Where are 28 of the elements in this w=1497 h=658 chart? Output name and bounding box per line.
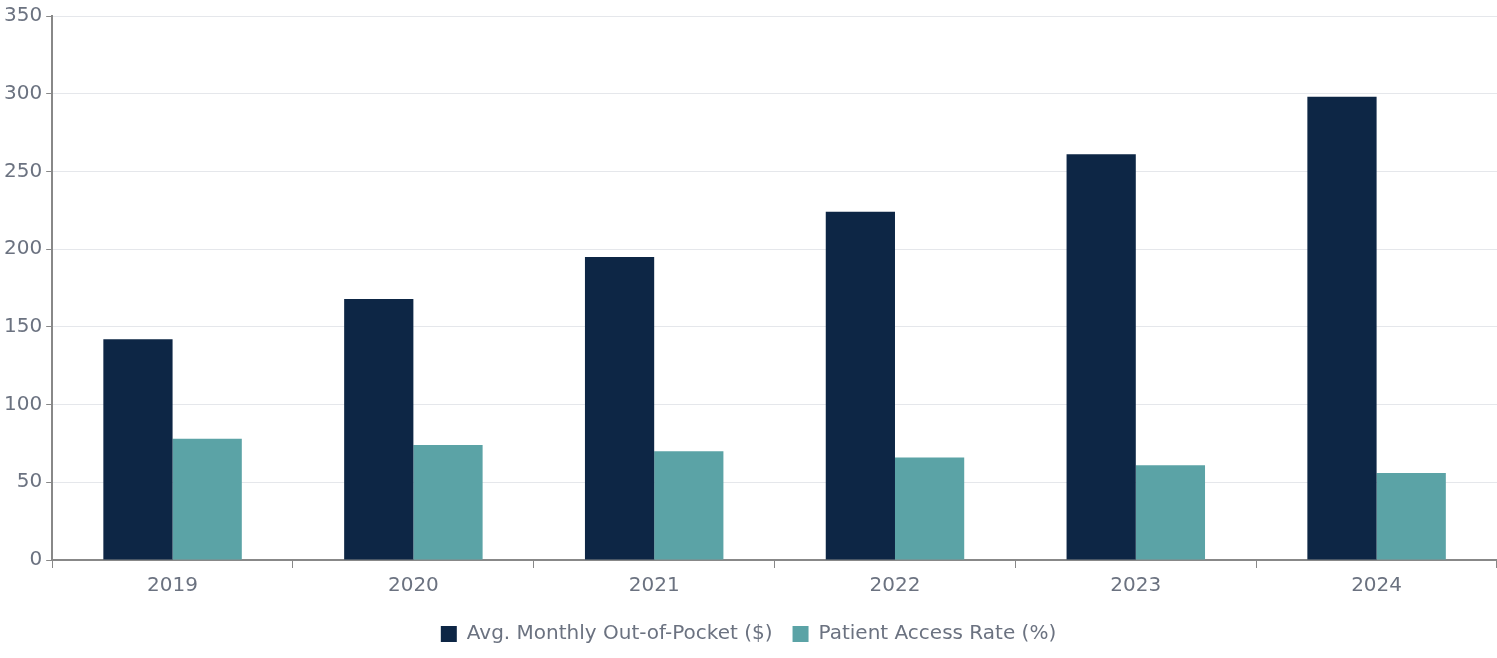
bar: [172, 438, 242, 560]
y-tick-label: 0: [29, 546, 43, 571]
x-tick-label: 2023: [1110, 572, 1162, 597]
bar: [1135, 465, 1206, 560]
legend-label: Patient Access Rate (%): [818, 620, 1057, 645]
y-tick-label: 200: [3, 235, 43, 260]
bar: [584, 256, 655, 560]
bar: [654, 451, 724, 560]
y-tick-label: 50: [16, 468, 43, 493]
bar: [103, 339, 173, 560]
bar: [413, 444, 483, 560]
bar: [894, 457, 965, 560]
y-tick-label: 350: [3, 2, 43, 27]
bar: [344, 298, 414, 560]
y-tick-label: 300: [3, 79, 43, 104]
bar: [825, 211, 895, 560]
bar: [1376, 472, 1446, 560]
legend-label: Avg. Monthly Out-of-Pocket ($): [466, 620, 773, 645]
x-tick-label: 2024: [1351, 572, 1403, 597]
bar: [1307, 96, 1377, 560]
y-tick-label: 100: [3, 390, 43, 415]
x-tick-label: 2021: [628, 572, 680, 597]
bar: [1066, 154, 1136, 560]
y-tick-label: 150: [3, 313, 43, 338]
x-tick-label: 2022: [869, 572, 921, 597]
x-tick-label: 2019: [147, 572, 199, 597]
x-tick-label: 2020: [387, 572, 439, 597]
y-tick-label: 250: [3, 157, 43, 182]
